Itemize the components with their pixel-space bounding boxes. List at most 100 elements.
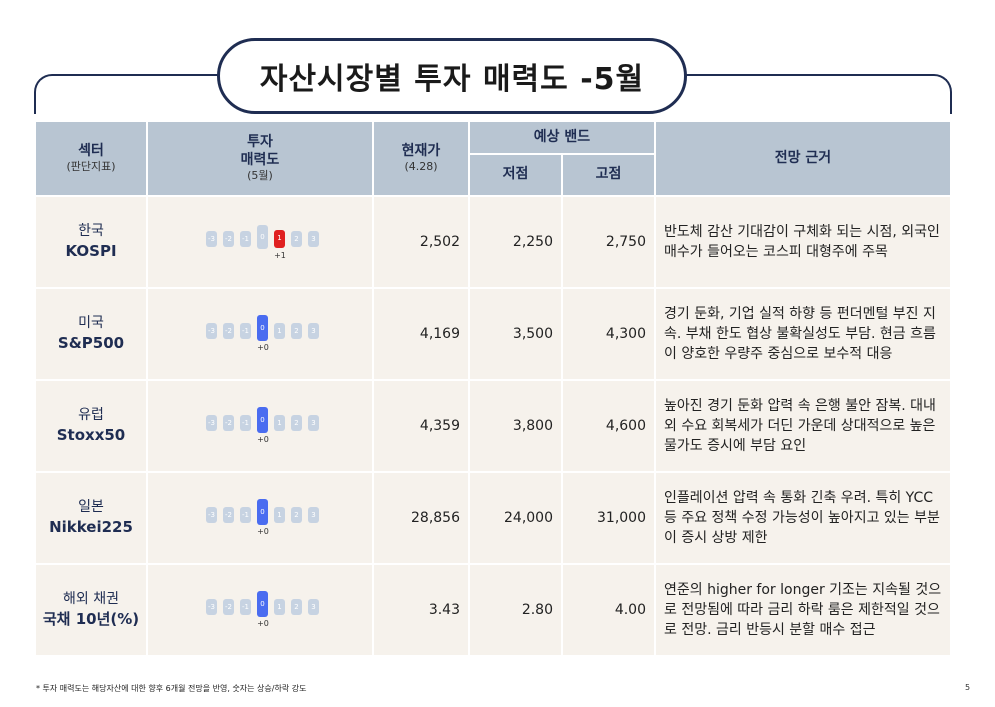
scale-box: 1 <box>274 230 285 248</box>
scale-box: 0 <box>257 315 268 341</box>
basis-cell: 높아진 경기 둔화 압력 속 은행 불안 잠복. 대내외 수요 회복세가 더딘 … <box>654 379 952 473</box>
scale-box: -1 <box>240 231 251 247</box>
low-cell: 2.80 <box>468 563 563 657</box>
scale-box: 1 <box>274 599 285 615</box>
high-cell: 4.00 <box>561 563 656 657</box>
sector-region: 미국 <box>78 315 104 332</box>
attractiveness-cell: -3 -2 -1 0 1 2 3 +0 <box>146 379 374 473</box>
header-attract-sub: (5월) <box>247 169 273 183</box>
scale-box: 1 <box>274 507 285 523</box>
scale-box: -3 <box>206 323 217 339</box>
header-attractiveness: 투자 매력도 (5월) <box>146 122 374 197</box>
sector-index: 국채 10년(%) <box>42 610 140 629</box>
attractiveness-scale: -3 -2 -1 0 1 2 3 +0 <box>200 493 320 543</box>
attractiveness-cell: -3 -2 -1 0 1 2 3 +0 <box>146 563 374 657</box>
header-sector: 섹터 (판단지표) <box>34 122 148 197</box>
sector-region: 해외 채권 <box>63 591 119 608</box>
scale-box: -3 <box>206 231 217 247</box>
basis-cell: 경기 둔화, 기업 실적 하향 등 펀더멘털 부진 지속. 부채 한도 협상 불… <box>654 287 952 381</box>
scale-box: 0 <box>257 591 268 617</box>
scale-box: -1 <box>240 599 251 615</box>
scale-box: 2 <box>291 323 302 339</box>
price-cell: 2,502 <box>372 195 470 289</box>
low-cell: 3,800 <box>468 379 563 473</box>
scale-box: 2 <box>291 599 302 615</box>
scale-box: 0 <box>257 407 268 433</box>
sector-cell: 일본 Nikkei225 <box>34 471 148 565</box>
header-price-sub: (4.28) <box>404 160 438 174</box>
score-label: +0 <box>257 343 269 352</box>
sector-region: 유럽 <box>78 407 104 424</box>
scale-box: -3 <box>206 507 217 523</box>
scale-box: 0 <box>257 225 268 249</box>
scale-box: 1 <box>274 323 285 339</box>
price-cell: 28,856 <box>372 471 470 565</box>
header-basis: 전망 근거 <box>654 122 952 197</box>
basis-cell: 인플레이션 압력 속 통화 긴축 우려. 특히 YCC 등 주요 정책 수정 가… <box>654 471 952 565</box>
attractiveness-cell: -3 -2 -1 0 1 2 3 +0 <box>146 471 374 565</box>
basis-cell: 연준의 higher for longer 기조는 지속될 것으로 전망됨에 따… <box>654 563 952 657</box>
scale-box: -1 <box>240 323 251 339</box>
scale-box: -2 <box>223 599 234 615</box>
table-row: 한국 KOSPI -3 -2 -1 0 1 2 3 +1 2,502 2,250 2,750 반도체 감산… <box>34 195 952 289</box>
scale-box: 3 <box>308 231 319 247</box>
sector-region: 일본 <box>78 499 104 516</box>
high-cell: 4,300 <box>561 287 656 381</box>
table-row: 유럽 Stoxx50 -3 -2 -1 0 1 2 3 +0 4,359 3,800 4,600 높아진 … <box>34 379 952 473</box>
title-pill: 자산시장별 투자 매력도 -5월 <box>217 38 687 114</box>
scale-box: -2 <box>223 415 234 431</box>
low-cell: 2,250 <box>468 195 563 289</box>
scale-box: -2 <box>223 323 234 339</box>
score-label: +0 <box>257 619 269 628</box>
high-cell: 2,750 <box>561 195 656 289</box>
score-label: +0 <box>257 435 269 444</box>
scale-box: 2 <box>291 231 302 247</box>
basis-cell: 반도체 감산 기대감이 구체화 되는 시점, 외국인 매수가 들어오는 코스피 … <box>654 195 952 289</box>
price-cell: 3.43 <box>372 563 470 657</box>
attractiveness-scale: -3 -2 -1 0 1 2 3 +0 <box>200 401 320 451</box>
attractiveness-scale: -3 -2 -1 0 1 2 3 +0 <box>200 309 320 359</box>
high-cell: 31,000 <box>561 471 656 565</box>
scale-box: 1 <box>274 415 285 431</box>
attractiveness-scale: -3 -2 -1 0 1 2 3 +0 <box>200 585 320 635</box>
header-sector-sub: (판단지표) <box>66 160 116 174</box>
sector-index: Nikkei225 <box>49 518 133 537</box>
scale-box: 0 <box>257 499 268 525</box>
scale-box: -1 <box>240 415 251 431</box>
scale-box: -3 <box>206 415 217 431</box>
scale-box: 3 <box>308 415 319 431</box>
sector-index: Stoxx50 <box>56 426 126 445</box>
scale-box: -3 <box>206 599 217 615</box>
header-price-label: 현재가 <box>401 142 441 159</box>
low-cell: 24,000 <box>468 471 563 565</box>
table-row: 일본 Nikkei225 -3 -2 -1 0 1 2 3 +0 28,856 24,000 31,00… <box>34 471 952 565</box>
price-cell: 4,359 <box>372 379 470 473</box>
header-attract-line1: 투자 <box>247 134 273 151</box>
price-cell: 4,169 <box>372 287 470 381</box>
attractiveness-table: 섹터 (판단지표) 투자 매력도 (5월) 현재가 (4.28) 예상 밴드 전… <box>34 122 952 657</box>
header-price: 현재가 (4.28) <box>372 122 470 197</box>
header-sector-label: 섹터 <box>78 142 104 159</box>
header-high: 고점 <box>561 154 656 197</box>
high-cell: 4,600 <box>561 379 656 473</box>
page-number: 5 <box>965 683 971 692</box>
attractiveness-cell: -3 -2 -1 0 1 2 3 +0 <box>146 287 374 381</box>
scale-box: 3 <box>308 599 319 615</box>
sector-index: KOSPI <box>65 242 117 261</box>
scale-box: 2 <box>291 415 302 431</box>
attractiveness-cell: -3 -2 -1 0 1 2 3 +1 <box>146 195 374 289</box>
sector-region: 한국 <box>78 223 104 240</box>
page-title: 자산시장별 투자 매력도 -5월 <box>259 62 645 97</box>
footnote: * 투자 매력도는 해당자산에 대한 향후 6개월 전망을 반영, 숫자는 상승… <box>36 684 307 693</box>
scale-box: -1 <box>240 507 251 523</box>
sector-cell: 한국 KOSPI <box>34 195 148 289</box>
scale-box: -2 <box>223 231 234 247</box>
score-label: +1 <box>274 251 286 260</box>
header-band: 예상 밴드 <box>468 122 656 155</box>
scale-box: 3 <box>308 507 319 523</box>
scale-box: 3 <box>308 323 319 339</box>
header-low: 저점 <box>468 154 563 197</box>
scale-box: 2 <box>291 507 302 523</box>
